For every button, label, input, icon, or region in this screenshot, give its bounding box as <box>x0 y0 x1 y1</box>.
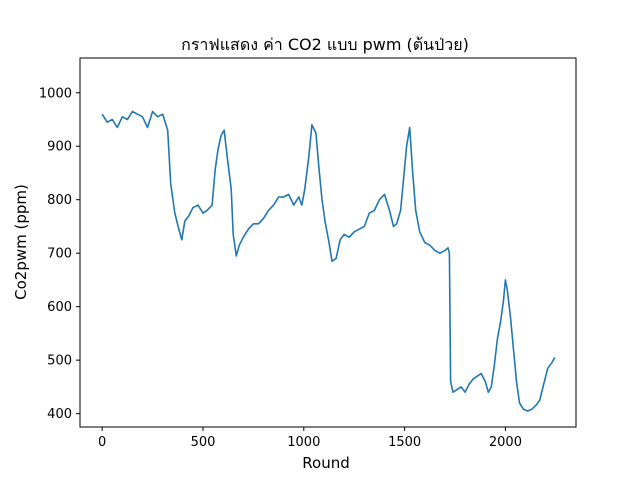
plot-layer <box>101 110 556 412</box>
x-tick-label: 1500 <box>388 435 421 450</box>
y-tick-label: 400 <box>47 407 72 422</box>
y-tick-label: 900 <box>47 140 72 155</box>
chart-title: กราฟแสดง ค่า CO2 แบบ pwm (ต้นป่วย) <box>181 35 469 54</box>
x-axis-label: Round <box>302 454 349 472</box>
x-tick-label: 500 <box>191 435 216 450</box>
series-line-0 <box>101 110 556 412</box>
x-tick-label: 1000 <box>287 435 320 450</box>
y-tick-label: 500 <box>47 354 72 369</box>
x-axis: 0 500 1000 1500 2000 <box>98 427 522 450</box>
y-axis-label: Co2pwm (ppm) <box>12 184 30 300</box>
y-tick-label: 700 <box>47 247 72 262</box>
y-tick-label: 800 <box>47 193 72 208</box>
x-tick-label: 2000 <box>489 435 522 450</box>
y-tick-label: 600 <box>47 300 72 315</box>
y-axis: 400 500 600 700 800 900 1000 <box>39 86 80 422</box>
x-tick-label: 0 <box>98 435 106 450</box>
plot-frame <box>79 57 577 428</box>
y-tick-label: 1000 <box>39 86 72 101</box>
